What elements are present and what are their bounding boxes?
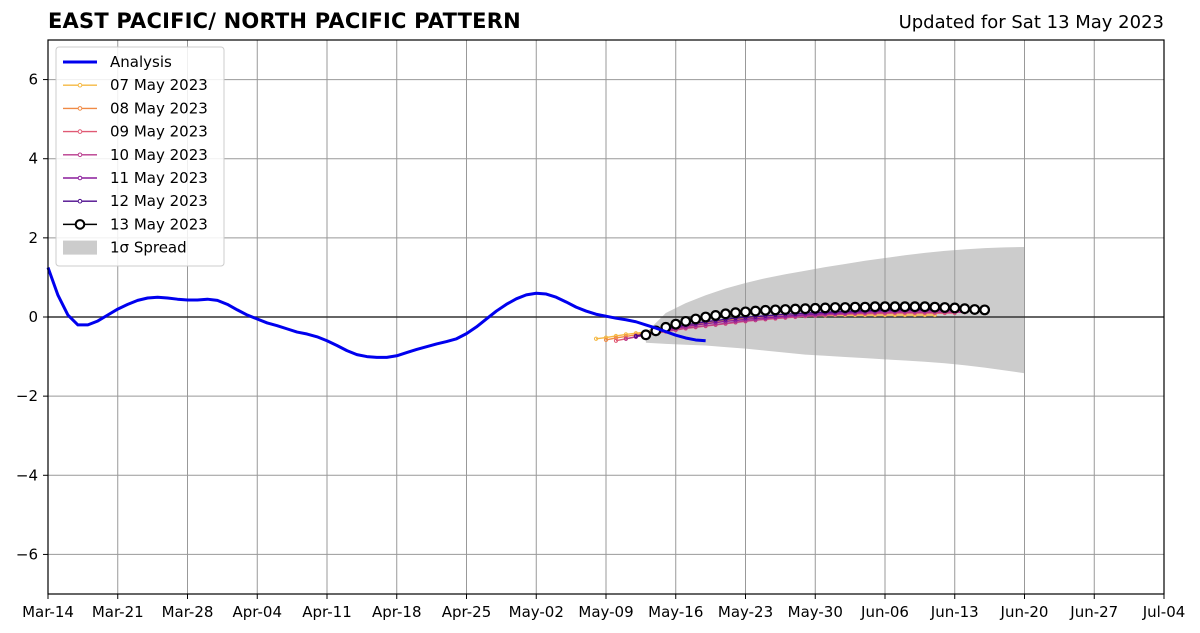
legend-label: 13 May 2023 bbox=[110, 215, 208, 233]
x-tick-label: Jun-06 bbox=[860, 603, 909, 621]
x-tick-label: May-30 bbox=[788, 603, 843, 621]
x-tick-label: May-02 bbox=[509, 603, 564, 621]
x-tick-label: Jul-04 bbox=[1142, 603, 1186, 621]
x-tick-label: Mar-28 bbox=[162, 603, 214, 621]
forecast-marker bbox=[640, 329, 652, 341]
x-tick-label: Jun-13 bbox=[930, 603, 979, 621]
legend-marker bbox=[77, 82, 83, 88]
x-tick-label: May-09 bbox=[578, 603, 633, 621]
legend-marker bbox=[77, 198, 83, 204]
forecast-point bbox=[613, 338, 619, 343]
forecast-marker bbox=[690, 313, 702, 325]
legend-box bbox=[55, 46, 225, 267]
forecast-marker bbox=[949, 302, 961, 314]
forecast-marker bbox=[919, 301, 931, 313]
forecast-point bbox=[633, 333, 638, 339]
forecast-marker bbox=[899, 301, 911, 313]
legend-label: 07 May 2023 bbox=[110, 76, 208, 94]
forecast-marker bbox=[939, 302, 951, 313]
legend-marker bbox=[77, 129, 83, 134]
forecast-point bbox=[603, 337, 609, 343]
forecast-point bbox=[593, 336, 599, 341]
forecast-marker bbox=[909, 301, 921, 313]
y-tick-label: 6 bbox=[28, 71, 38, 89]
y-tick-label: −4 bbox=[16, 466, 38, 484]
y-tick-label: −6 bbox=[16, 545, 38, 563]
forecast-marker bbox=[979, 304, 991, 316]
x-tick-label: Apr-18 bbox=[372, 603, 422, 621]
legend-label: 09 May 2023 bbox=[110, 123, 208, 141]
forecast-marker bbox=[740, 306, 751, 318]
forecast-point bbox=[623, 334, 629, 339]
forecast-marker bbox=[730, 307, 741, 319]
legend-marker bbox=[74, 219, 86, 230]
x-tick-label: May-23 bbox=[718, 603, 773, 621]
x-tick-label: Mar-21 bbox=[92, 603, 144, 621]
forecast-marker bbox=[869, 301, 881, 313]
forecast-marker bbox=[839, 302, 851, 313]
forecast-marker bbox=[789, 303, 801, 315]
y-tick-label: 2 bbox=[28, 229, 38, 247]
forecast-marker bbox=[769, 304, 781, 316]
forecast-marker bbox=[829, 302, 841, 313]
forecast-marker bbox=[859, 301, 871, 313]
x-tick-label: Apr-11 bbox=[302, 603, 352, 621]
forecast-marker bbox=[809, 302, 821, 314]
legend-label: 1σ Spread bbox=[110, 239, 187, 257]
forecast-point bbox=[623, 336, 629, 341]
analysis-layer bbox=[46, 267, 706, 359]
forecast-marker bbox=[959, 303, 971, 315]
forecast-marker bbox=[799, 303, 811, 315]
forecast-point bbox=[603, 335, 609, 340]
forecast-marker bbox=[720, 308, 731, 320]
forecast-marker bbox=[680, 315, 692, 327]
analysis-line bbox=[46, 267, 706, 359]
x-tick-label: May-16 bbox=[648, 603, 703, 621]
tick-layer: Mar-14 Mar-21 Mar-28 Apr-04 Apr-11 Apr-18 Apr-… bbox=[16, 71, 1185, 621]
y-tick-label: −2 bbox=[16, 387, 38, 405]
forecast-point bbox=[733, 318, 738, 323]
x-tick-label: Apr-04 bbox=[233, 603, 283, 621]
forecast-marker bbox=[819, 302, 831, 314]
legend-label: 12 May 2023 bbox=[110, 192, 208, 210]
forecast-marker bbox=[879, 301, 891, 313]
updated-label: Updated for Sat 13 May 2023 bbox=[898, 12, 1164, 33]
legend-marker bbox=[77, 152, 83, 158]
legend-marker bbox=[77, 106, 83, 111]
forecast-marker bbox=[750, 305, 761, 317]
forecast-marker bbox=[969, 304, 981, 315]
forecast-marker bbox=[760, 304, 771, 316]
x-tick-label: Jun-27 bbox=[1069, 603, 1118, 621]
legend-label: 11 May 2023 bbox=[110, 169, 208, 187]
x-tick-label: Apr-25 bbox=[442, 603, 492, 621]
forecast-layer bbox=[593, 301, 991, 343]
forecast-marker bbox=[670, 318, 682, 330]
legend-swatch-spread bbox=[63, 240, 97, 255]
forecast-marker bbox=[710, 310, 722, 321]
legend-marker bbox=[77, 175, 83, 181]
y-tick-label: 4 bbox=[28, 150, 38, 168]
forecast-marker bbox=[779, 304, 791, 315]
x-tick-label: Mar-14 bbox=[22, 603, 74, 621]
legend-label: Analysis bbox=[110, 53, 172, 71]
legend-label: 10 May 2023 bbox=[110, 146, 208, 164]
forecast-marker bbox=[929, 301, 941, 313]
y-tick-label: 0 bbox=[28, 308, 38, 326]
legend-label: 08 May 2023 bbox=[110, 99, 208, 117]
chart-title: EAST PACIFIC/ NORTH PACIFIC PATTERN bbox=[48, 9, 521, 33]
legend: Analysis 07 May 2023 08 May 2023 09 May 202… bbox=[55, 46, 225, 267]
forecast-marker bbox=[889, 301, 901, 313]
x-tick-label: Jun-20 bbox=[1000, 603, 1049, 621]
forecast-marker bbox=[849, 301, 861, 313]
forecast-marker bbox=[700, 311, 712, 323]
